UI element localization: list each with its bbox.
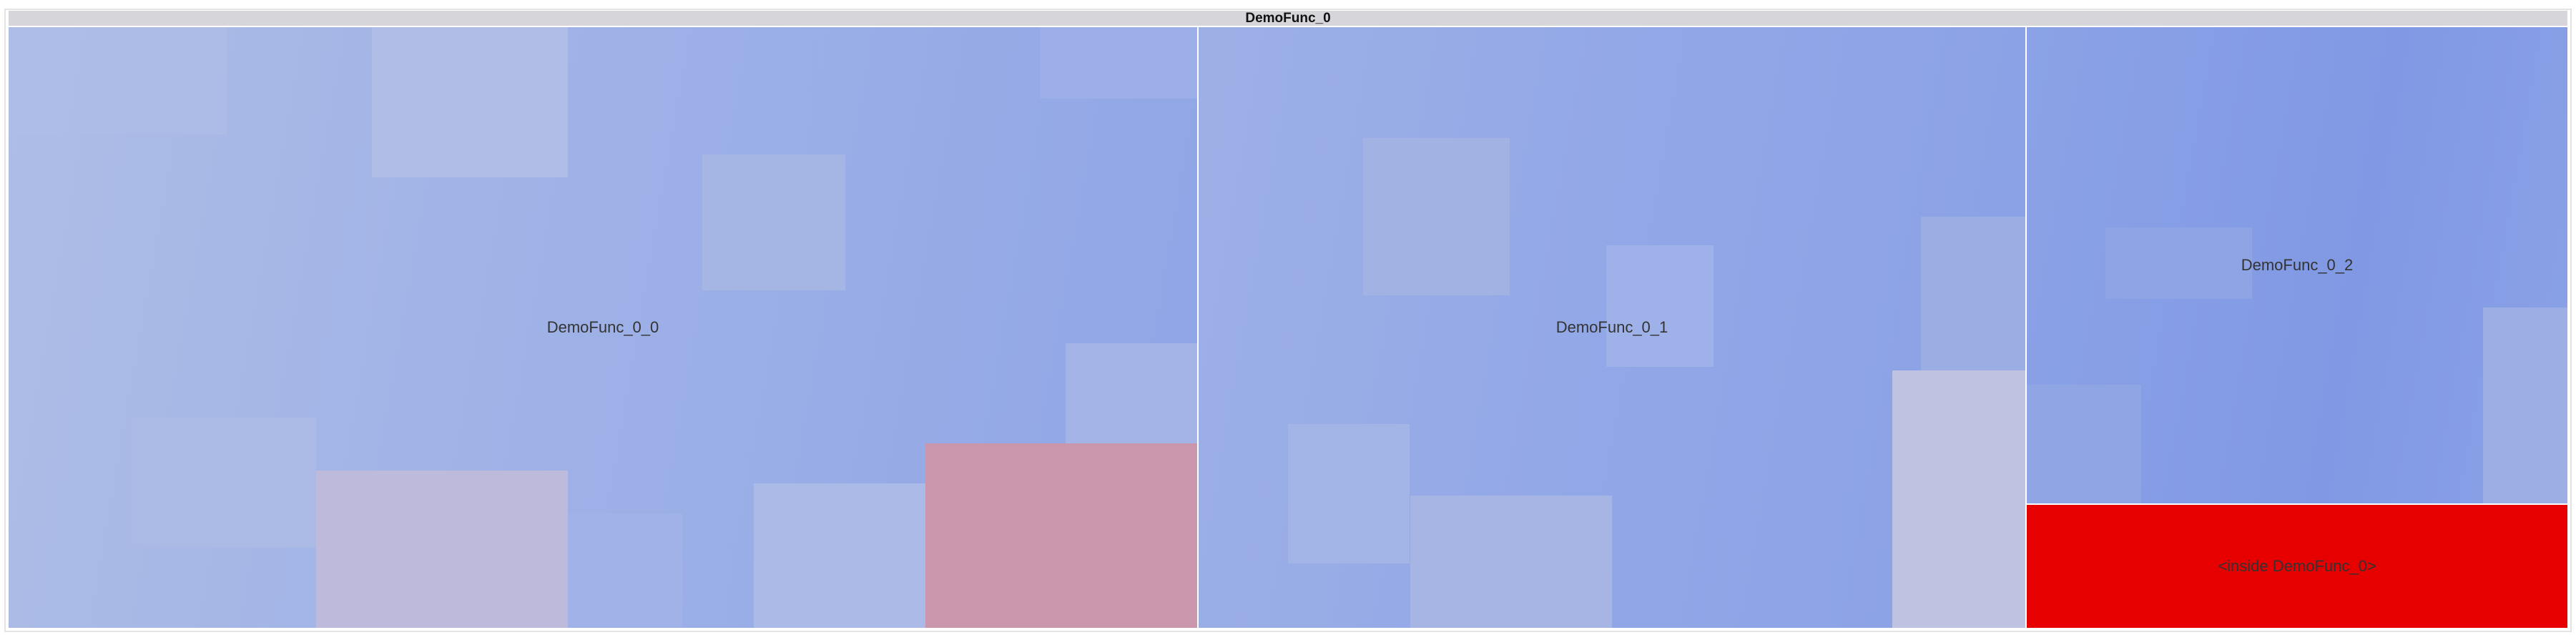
tile <box>1363 138 1510 295</box>
node-label: <inside DemoFunc_0> <box>2218 557 2376 575</box>
root-node-demofunc-0[interactable]: DemoFunc_0 <box>9 11 2567 26</box>
tile <box>568 513 682 628</box>
tile <box>316 471 568 628</box>
tile <box>702 154 845 290</box>
tile <box>1288 424 1410 563</box>
tile <box>1040 27 1197 99</box>
node-demofunc-0-1[interactable]: DemoFunc_0_1 <box>1199 27 2025 628</box>
tile <box>2105 227 2252 299</box>
tile <box>9 27 227 134</box>
node-demofunc-0-0[interactable]: DemoFunc_0_0 <box>9 27 1197 628</box>
node-demofunc-0-2[interactable]: DemoFunc_0_2 <box>2027 27 2567 503</box>
tile <box>2483 307 2567 503</box>
tile <box>1410 496 1612 628</box>
tile <box>372 27 568 177</box>
tile <box>1606 245 1714 367</box>
tile <box>1066 343 1197 443</box>
tile <box>754 483 925 628</box>
root-node-label: DemoFunc_0 <box>1245 10 1331 26</box>
tile <box>1892 370 2025 628</box>
tile <box>2027 385 2141 503</box>
tile <box>1921 217 2025 381</box>
node-label: DemoFunc_0_0 <box>546 318 659 336</box>
node-inside-demofunc-0[interactable]: <inside DemoFunc_0> <box>2027 505 2567 628</box>
tile-highlight <box>925 443 1197 628</box>
tile <box>130 418 316 548</box>
